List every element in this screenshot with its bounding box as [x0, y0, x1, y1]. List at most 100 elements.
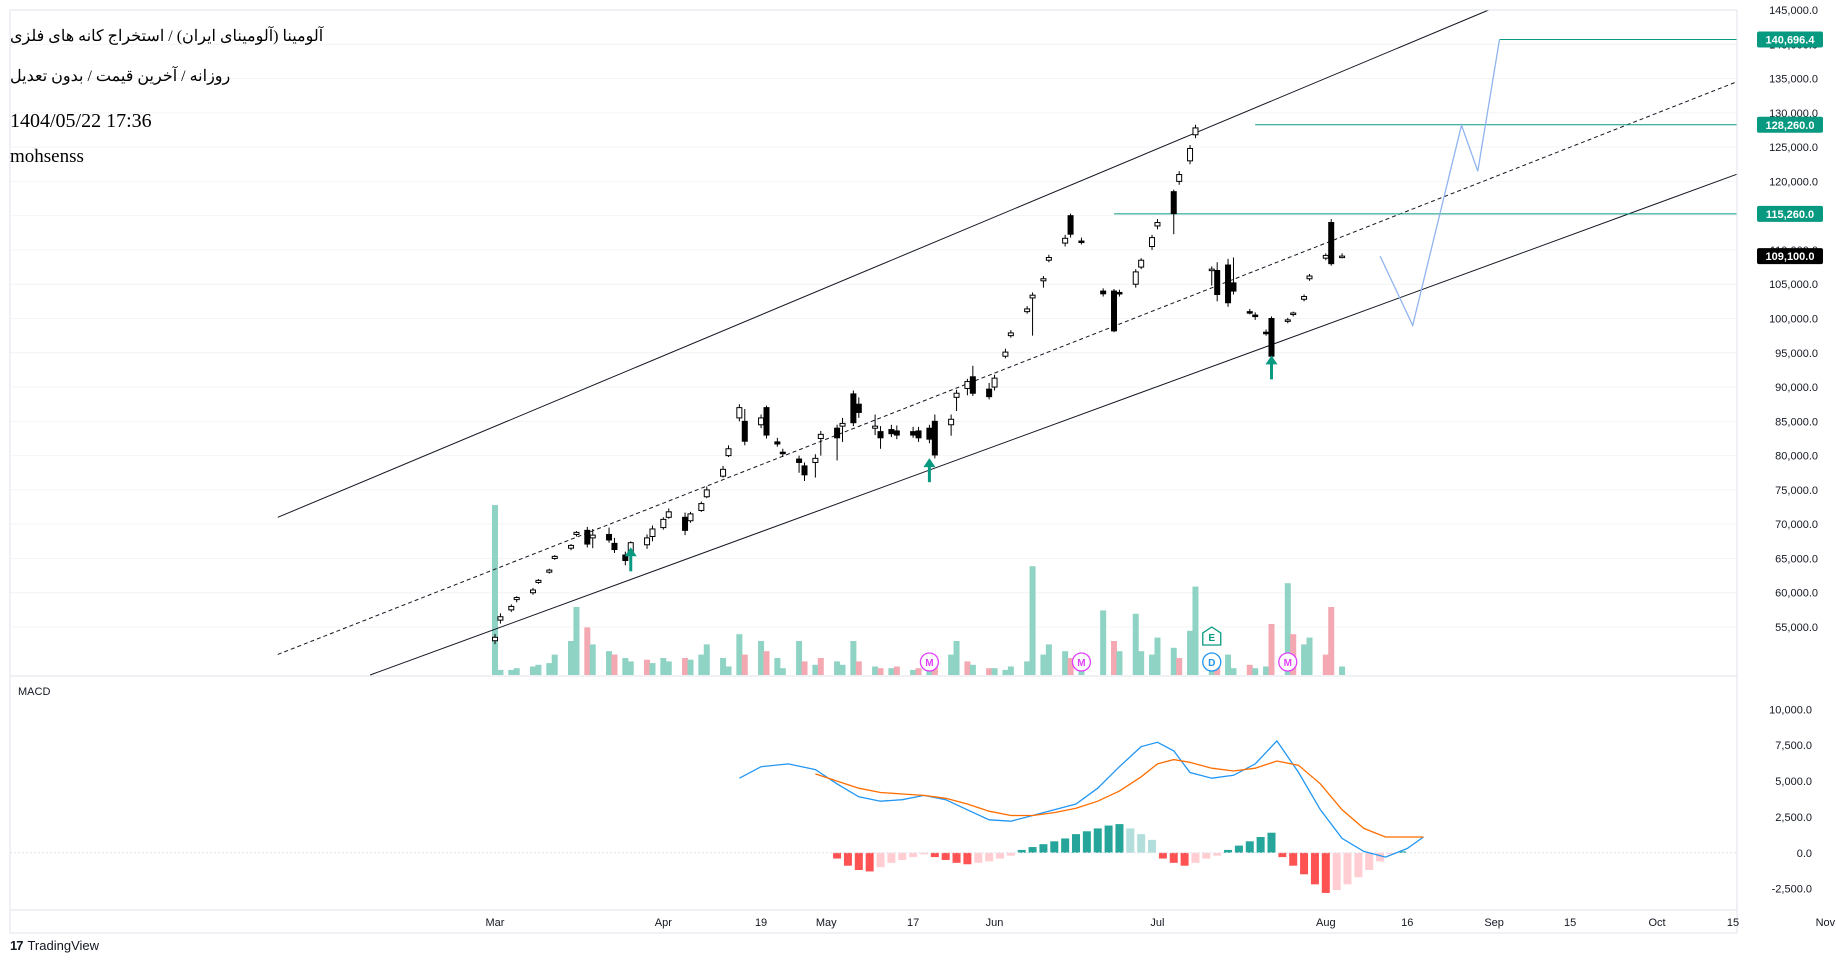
time-axis[interactable]: Mar Apr 19 May 17 Jun Jul Aug 16 Sep 15 Oct 15 Nov — [486, 917, 1836, 929]
macd-histogram-bar — [1300, 852, 1309, 875]
price-tag — [1757, 116, 1823, 133]
candle-body — [763, 407, 770, 436]
volume-bar — [492, 505, 498, 675]
volume-bar — [910, 669, 917, 675]
candle-body — [872, 425, 879, 429]
candle-body — [1045, 256, 1052, 261]
event-marker-label: M — [925, 658, 933, 669]
macd-histogram-bar — [930, 852, 939, 858]
candle-body — [584, 529, 591, 545]
regression-channel[interactable] — [277, 9, 1738, 676]
volume-bar — [1322, 654, 1329, 675]
price-tag-label: 109,100.0 — [1766, 251, 1815, 263]
volume-bar — [779, 668, 786, 675]
volume-bar — [687, 659, 694, 675]
event-marker-label: M — [1284, 658, 1292, 669]
volume-bar — [969, 664, 976, 675]
volume-bar — [986, 668, 993, 675]
candle-body — [986, 388, 993, 398]
volume-bar — [725, 666, 732, 675]
volume-bar — [611, 654, 618, 675]
candle-body — [741, 420, 748, 442]
macd-histogram-bar — [887, 852, 896, 863]
macd-histogram-bar — [1386, 852, 1395, 855]
candle-body — [551, 555, 558, 559]
volume-bar — [1007, 666, 1014, 675]
chart-title: آلومینا (آلومینای ایران) / استخراج کانه … — [10, 28, 324, 45]
volume-bar — [1306, 637, 1313, 675]
candle-body — [877, 431, 884, 439]
time-tick-label: Apr — [655, 917, 672, 929]
chart-subtitle: روزانه / آخرین قیمت / بدون تعدیل — [10, 68, 231, 85]
candle-body — [1225, 264, 1232, 304]
volume-bar — [644, 659, 651, 675]
candle-body — [1100, 290, 1107, 295]
macd-tick-label: 2,500.0 — [1775, 812, 1812, 824]
candle-body — [1230, 282, 1237, 292]
candle-body — [817, 433, 824, 439]
volume-bar — [888, 668, 895, 675]
macd-line — [739, 739, 1424, 858]
tradingview-footer[interactable]: 17 TradingView — [10, 938, 99, 953]
macd-axis[interactable]: -2,500.0 0.0 2,500.0 5,000.0 7,500.0 10,000.0 — [1769, 704, 1812, 895]
volume-bar — [649, 663, 656, 675]
volume-bar — [953, 641, 960, 675]
candle-body — [1322, 254, 1329, 259]
macd-histogram-bar — [1365, 852, 1374, 871]
candle-body — [1067, 215, 1074, 235]
time-tick-label: 15 — [1727, 917, 1739, 929]
macd-histogram-bar — [1169, 852, 1178, 863]
price-tick-label: 75,000.0 — [1775, 485, 1818, 497]
macd-histogram-bar — [1180, 852, 1189, 866]
time-tick-label: 19 — [755, 917, 767, 929]
macd-pane-label[interactable]: MACD — [18, 686, 51, 698]
volume-bar — [1170, 647, 1177, 675]
time-tick-label: Nov — [1816, 917, 1836, 929]
price-tick-label: 125,000.0 — [1769, 142, 1818, 154]
candle-body — [665, 511, 672, 518]
candle-body — [1062, 237, 1069, 244]
chart-author: mohsenss — [10, 146, 84, 167]
volume-bar — [1116, 651, 1123, 675]
macd-histogram-bar — [1126, 828, 1135, 853]
volume-bar — [1029, 566, 1036, 675]
macd-tick-label: 7,500.0 — [1775, 740, 1812, 752]
candle-body — [530, 589, 537, 594]
grid — [10, 9, 1737, 628]
macd-histogram-bar — [909, 852, 918, 858]
volume-bar — [546, 663, 553, 675]
candle-body — [1002, 351, 1009, 357]
volume-bars — [492, 505, 1346, 675]
volume-bar — [660, 658, 667, 675]
macd-histogram-bar — [865, 852, 874, 872]
macd-histogram-bar — [919, 852, 928, 855]
candle-body — [611, 542, 618, 551]
volume-bar — [1062, 651, 1069, 675]
event-markers[interactable]: M M D E M — [919, 626, 1298, 672]
time-tick-label: 16 — [1401, 917, 1413, 929]
volume-bar — [720, 658, 727, 675]
macd-signal-line — [815, 758, 1424, 838]
volume-bar — [1230, 668, 1237, 675]
candle-body — [1246, 311, 1253, 314]
macd-histogram-bar — [995, 852, 1004, 859]
channel-lower-line — [369, 173, 1738, 676]
macd-histogram-bar — [1191, 852, 1200, 863]
candle-body — [1192, 127, 1199, 136]
volume-bar — [1067, 658, 1074, 675]
candle-body — [573, 531, 580, 535]
volume-bar — [698, 654, 705, 675]
price-tag — [1757, 248, 1823, 265]
candle-body — [779, 451, 786, 455]
chart-datetime: 1404/05/22 17:36 — [10, 110, 152, 132]
candle-body — [774, 441, 781, 445]
volume-bar — [1111, 641, 1118, 675]
price-axis[interactable]: 55,000.0 60,000.0 65,000.0 70,000.0 75,000.0… — [1769, 5, 1818, 634]
candle-body — [1339, 255, 1346, 259]
horizontal-price-lines[interactable] — [1114, 39, 1737, 215]
macd-histogram-bar — [854, 852, 863, 871]
projection-path[interactable] — [1379, 39, 1501, 328]
volume-bar — [530, 666, 537, 675]
channel-upper-line — [277, 9, 1489, 518]
